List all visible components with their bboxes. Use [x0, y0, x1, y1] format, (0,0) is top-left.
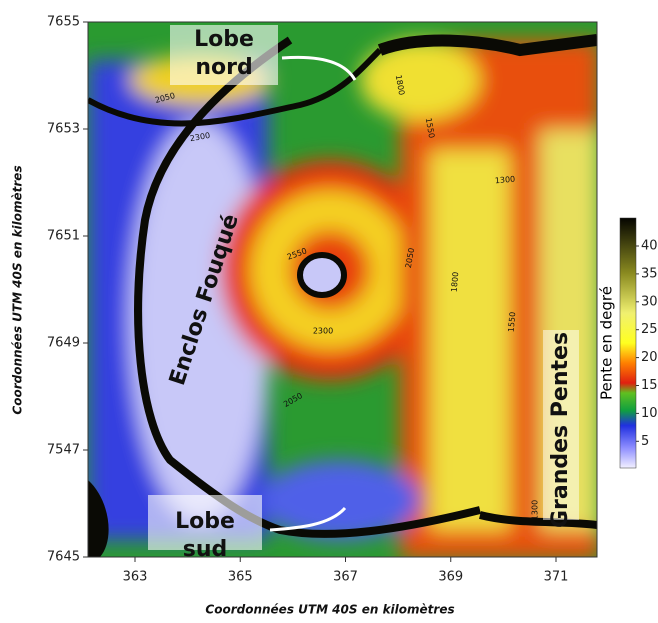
x-tick-label: 371	[544, 570, 569, 585]
contour-label: 1800	[394, 74, 406, 96]
colorbar-tick-label: 15	[641, 378, 658, 393]
colorbar-title: Pente en degré	[598, 286, 616, 400]
contour-label: 1550	[507, 311, 518, 332]
y-tick-label: 7651	[47, 229, 80, 244]
annotation: Lobe nord	[194, 27, 254, 80]
y-tick-label: 7645	[47, 550, 80, 565]
plot-frame	[87, 21, 598, 558]
y-axis-title: Coordonnées UTM 40S en kilomètres	[11, 165, 25, 414]
colorbar	[619, 217, 637, 469]
x-tick-label: 367	[333, 570, 358, 585]
colorbar-tick-label: 20	[641, 350, 658, 365]
annotation: Lobe sud	[175, 509, 235, 562]
y-tick-label: 7655	[47, 15, 80, 30]
colorbar-tick-label: 10	[641, 406, 658, 421]
contour-label: 2300	[313, 327, 333, 336]
colorbar-tick-label: 30	[641, 294, 658, 309]
y-tick-label: 7649	[47, 336, 80, 351]
x-tick-label: 363	[123, 570, 148, 585]
x-tick-label: 365	[228, 570, 253, 585]
x-tick-label: 369	[438, 570, 463, 585]
colorbar-tick-label: 25	[641, 322, 658, 337]
contour-label: 1800	[450, 271, 461, 292]
contour-label: 1550	[424, 117, 436, 139]
contour-label: 2050	[404, 247, 416, 269]
contour-label: 2300	[189, 131, 211, 143]
colorbar-tick-label: 5	[641, 434, 649, 449]
contour-label: 1300	[494, 175, 515, 186]
colorbar-tick-label: 35	[641, 266, 658, 281]
colorbar-tick-label: 40	[641, 239, 658, 254]
y-tick-label: 7653	[47, 122, 80, 137]
terrain	[88, 22, 597, 557]
contour-label: 1300	[531, 500, 540, 520]
x-axis-title: Coordonnées UTM 40S en kilomètres	[205, 603, 454, 617]
y-tick-label: 7547	[47, 443, 80, 458]
annotation: Grandes Pentes	[548, 332, 573, 528]
